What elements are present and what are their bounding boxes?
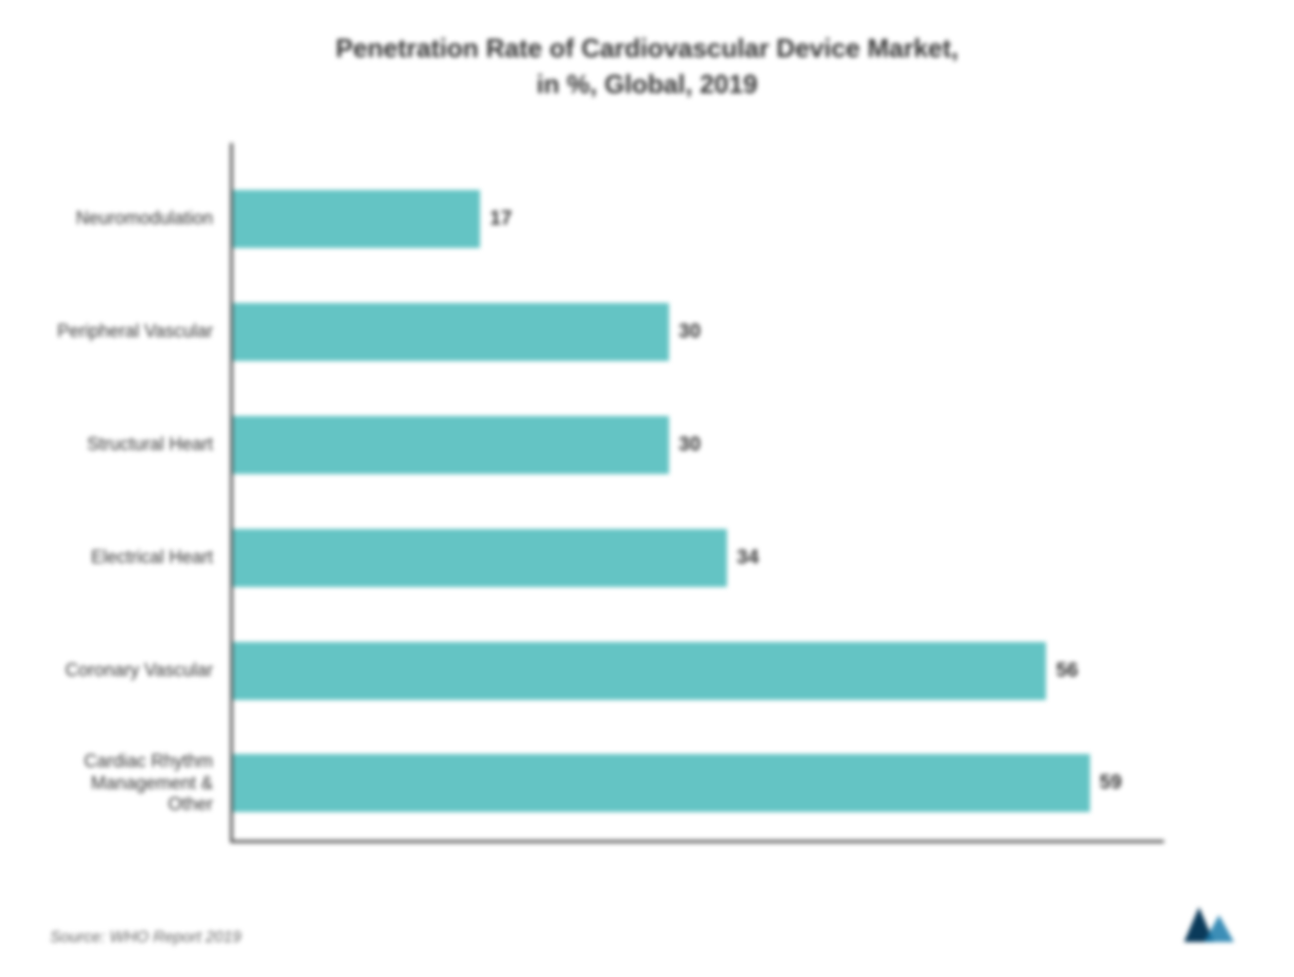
bar: 59 (233, 754, 1090, 812)
bar-value: 34 (727, 546, 759, 569)
chart-title: Penetration Rate of Cardiovascular Devic… (50, 30, 1244, 103)
bar-row: Neuromodulation 17 (233, 184, 1164, 254)
bar: 30 (233, 303, 669, 361)
bar: 17 (233, 190, 480, 248)
bar: 30 (233, 416, 669, 474)
chart-container: Penetration Rate of Cardiovascular Devic… (0, 0, 1294, 977)
bar-value: 59 (1090, 772, 1122, 795)
x-axis (230, 840, 1164, 843)
bar: 34 (233, 529, 727, 587)
bar-label: Neuromodulation (53, 208, 233, 230)
chart-area: Neuromodulation 17 Peripheral Vascular 3… (230, 143, 1164, 863)
bar-row: Cardiac Rhythm Management & Other 59 (233, 748, 1164, 818)
bar-label: Peripheral Vascular (53, 321, 233, 343)
bar-row: Electrical Heart 34 (233, 523, 1164, 593)
source-text: Source: WHO Report 2019 (50, 929, 241, 947)
bar-value: 17 (480, 208, 512, 231)
bar-label: Structural Heart (53, 434, 233, 456)
bar-label: Cardiac Rhythm Management & Other (53, 751, 233, 816)
mordor-logo-icon (1174, 897, 1244, 947)
bar-row: Structural Heart 30 (233, 410, 1164, 480)
bar-row: Peripheral Vascular 30 (233, 297, 1164, 367)
title-line-2: in %, Global, 2019 (536, 69, 757, 99)
bar-value: 30 (669, 321, 701, 344)
bar-label: Electrical Heart (53, 547, 233, 569)
bar-row: Coronary Vascular 56 (233, 636, 1164, 706)
bar-value: 56 (1046, 659, 1078, 682)
bar-value: 30 (669, 433, 701, 456)
bars-group: Neuromodulation 17 Peripheral Vascular 3… (233, 163, 1164, 840)
bar-label: Coronary Vascular (53, 660, 233, 682)
bar: 56 (233, 642, 1046, 700)
title-line-1: Penetration Rate of Cardiovascular Devic… (336, 33, 959, 63)
